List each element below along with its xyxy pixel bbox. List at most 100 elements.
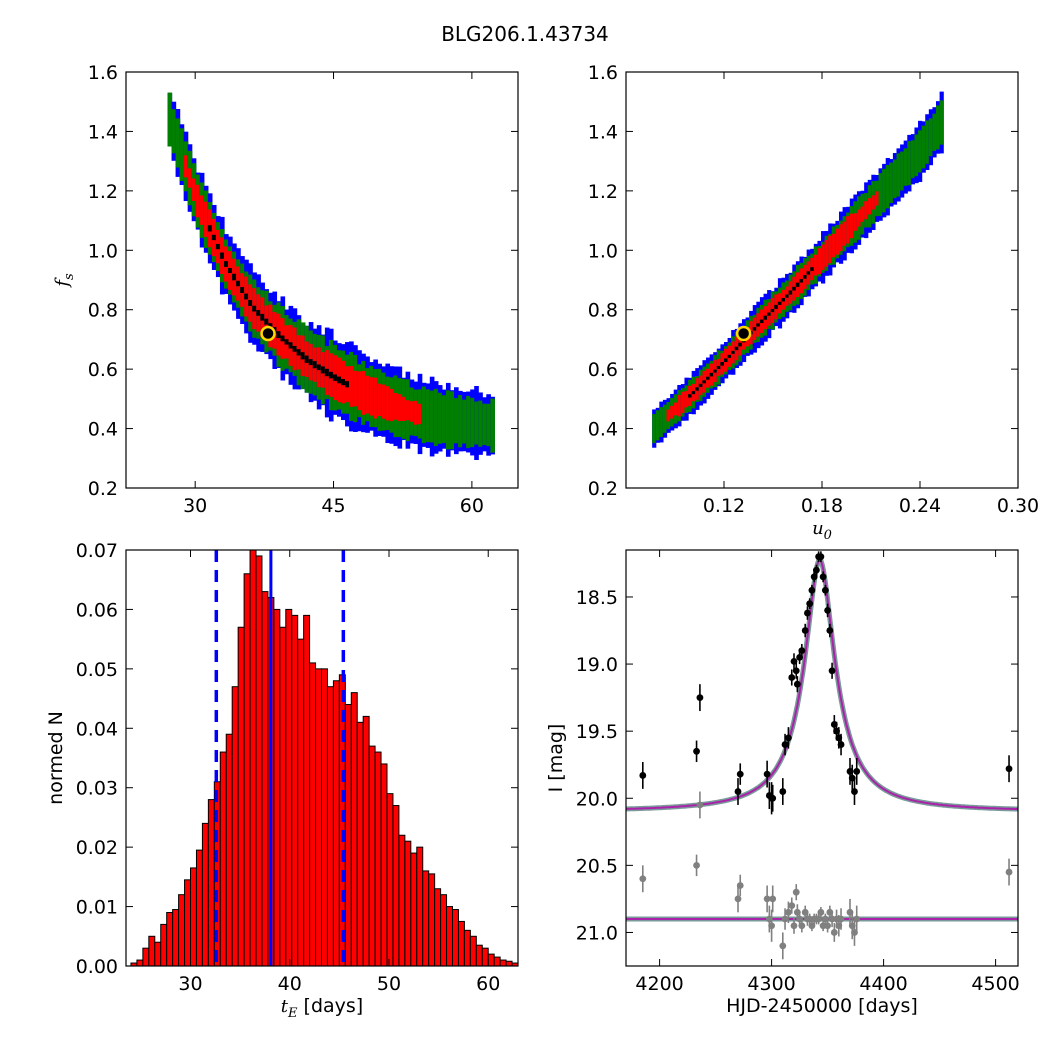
confidence-cell-inner [860, 206, 865, 222]
lc-ytick-label: 18.5 [576, 587, 618, 609]
confidence-cell-middle [878, 173, 883, 216]
data-point [781, 741, 789, 748]
histogram-bar [356, 721, 364, 966]
confidence-cell-middle [910, 140, 916, 179]
confidence-cell-inner [417, 403, 423, 425]
hist-ytick-label: 0.06 [76, 599, 118, 621]
confidence-cell-middle [425, 389, 431, 443]
confidence-cell-middle [936, 105, 941, 150]
data-point [779, 788, 787, 795]
histogram-bar [148, 935, 156, 966]
confidence-cell-peak [756, 323, 761, 327]
histogram-bar [219, 751, 227, 966]
histogram-bar [392, 805, 400, 966]
residuals-point [817, 908, 825, 916]
confidence-cell-peak [777, 301, 783, 305]
confidence-cell-middle [482, 403, 487, 445]
lc-xtick-label: 4500 [971, 973, 1019, 995]
confidence-cell-peak [312, 361, 318, 369]
residuals-point [853, 915, 861, 923]
confidence-cell-middle [928, 118, 934, 157]
heat0-xtick-label: 60 [460, 495, 484, 517]
confidence-cell-peak [709, 372, 714, 377]
confidence-cell-peak [785, 294, 790, 298]
confidence-cell-peak [720, 361, 725, 366]
confidence-cell-peak [752, 327, 757, 331]
residuals-point [781, 915, 789, 923]
confidence-cell-inner [673, 402, 678, 416]
confidence-cell-peak [706, 376, 711, 380]
residuals-point [693, 861, 700, 869]
confidence-cell-inner [199, 195, 205, 225]
histogram-bar [184, 879, 192, 966]
data-point [769, 794, 777, 802]
confidence-cell-peak [260, 313, 265, 321]
confidence-cell-inner [849, 213, 854, 239]
histogram-bar [410, 852, 418, 966]
residuals-point [639, 875, 647, 883]
data-point [813, 566, 820, 574]
heat0-ytick-label: 1.2 [88, 181, 118, 203]
confidence-cell-peak [332, 374, 338, 381]
confidence-cell-inner [842, 221, 847, 246]
histogram-bar [190, 867, 197, 966]
confidence-cell-inner [835, 228, 840, 255]
histogram-bar [374, 751, 382, 966]
hist-frame [125, 549, 519, 967]
histogram-bar [434, 888, 442, 966]
confidence-cell-middle [882, 168, 887, 213]
heat1-ytick-label: 1.4 [588, 121, 618, 143]
confidence-cell-peak [207, 225, 213, 232]
hist-ytick-label: 0.04 [76, 718, 118, 740]
histogram-bar [231, 686, 239, 966]
confidence-cell-middle [918, 130, 923, 173]
confidence-cell-middle [907, 141, 912, 186]
panel-fs-vs-u0: 0.12 0.18 0.24 0.30 0.2 0.4 0.6 0.8 1.0 1.2 1.4 1.6… [588, 62, 1039, 543]
histogram-bar [142, 947, 150, 966]
confidence-cell-peak [738, 342, 743, 347]
heat1-xtick-label: 0.18 [801, 495, 843, 517]
histogram-bar [428, 873, 436, 966]
heat0-ytick-label: 0.4 [88, 419, 118, 441]
confidence-cell-inner [397, 394, 403, 422]
confidence-cell-inner [349, 365, 354, 407]
confidence-cell-inner [369, 377, 374, 416]
confidence-cell-peak [211, 234, 217, 241]
heat0-xtick-label: 45 [321, 495, 345, 517]
model-curve-band [626, 555, 1018, 812]
hist-ytick-label: 0.00 [76, 956, 118, 978]
heat0-frame [125, 71, 519, 489]
histogram-bar [440, 894, 448, 966]
confidence-cell-inner [377, 383, 382, 417]
heat0-xtick-label: 30 [183, 495, 207, 517]
histogram-bar [291, 614, 299, 966]
histogram-bar [303, 614, 311, 966]
residuals-point [792, 888, 800, 896]
data-point [821, 586, 829, 594]
confidence-cell-peak [763, 315, 768, 320]
confidence-cell-inner [821, 244, 826, 271]
confidence-cell-inner [828, 235, 833, 264]
lc-ytick-label: 19.0 [576, 654, 618, 676]
confidence-cell-inner [864, 201, 869, 220]
residuals-point [769, 895, 777, 903]
residuals-point [790, 922, 798, 930]
confidence-cell-peak [806, 271, 811, 275]
confidence-cell-peak [316, 364, 322, 371]
confidence-cell-middle [478, 400, 483, 447]
histogram-bar [469, 935, 477, 966]
confidence-cell-peak [268, 323, 274, 329]
confidence-cell-inner [381, 384, 387, 419]
confidence-cell-peak [698, 383, 704, 387]
histogram-bar [237, 626, 245, 966]
heat0-ytick-label: 0.6 [88, 359, 118, 381]
data-point [804, 609, 811, 617]
confidence-cell-inner [874, 191, 880, 206]
heat1-ytick-label: 0.6 [588, 359, 618, 381]
histogram-bar [493, 956, 501, 966]
histogram-bar [481, 947, 489, 966]
residuals-point [830, 929, 838, 936]
confidence-cell-middle [486, 403, 491, 447]
confidence-cell-inner [353, 370, 358, 407]
histogram-bar [285, 608, 293, 966]
